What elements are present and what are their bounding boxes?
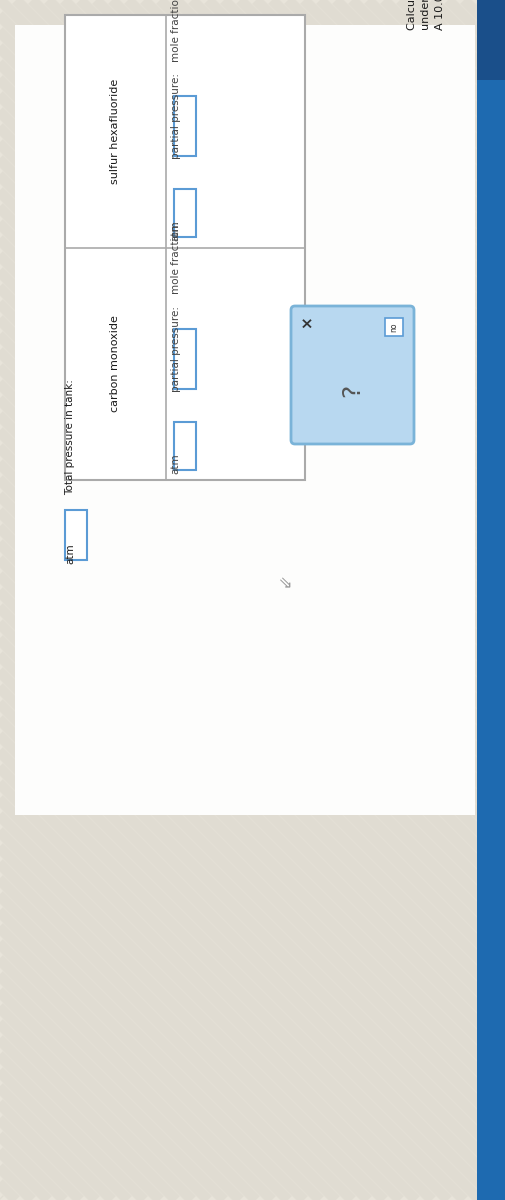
Text: atm: atm [171, 454, 181, 474]
Text: no: no [389, 323, 398, 331]
Text: Total pressure in tank:: Total pressure in tank: [65, 379, 75, 494]
Text: under these conditions.: under these conditions. [421, 0, 431, 30]
Bar [65, 510, 87, 560]
Text: carbon monoxide: carbon monoxide [111, 316, 120, 412]
Text: atm: atm [171, 221, 181, 241]
Bar [174, 329, 196, 389]
Bar [385, 318, 403, 336]
Bar [174, 190, 196, 238]
Bar [174, 422, 196, 470]
Text: A 10.0 L tank at 18.9 °C is filled with 13.1 g of sulfur hexafluoride gas and 6.: A 10.0 L tank at 18.9 °C is filled with … [435, 0, 445, 30]
Text: mole fraction:: mole fraction: [171, 221, 181, 294]
Text: ⇙: ⇙ [276, 574, 294, 587]
Bar [15, 25, 475, 815]
Text: ?: ? [340, 383, 365, 397]
Text: mole fraction:: mole fraction: [171, 0, 181, 61]
Text: sulfur hexafluoride: sulfur hexafluoride [111, 79, 120, 184]
FancyBboxPatch shape [291, 306, 414, 444]
Bar [65, 14, 305, 480]
Text: partial pressure:: partial pressure: [171, 73, 181, 160]
Text: atm: atm [65, 544, 75, 564]
Bar [477, 0, 505, 80]
Bar [174, 96, 196, 156]
Text: ×: × [299, 316, 315, 329]
Text: partial pressure:: partial pressure: [171, 306, 181, 391]
Text: Calculate the mole fraction and partial pressure of each gas, and the total pres: Calculate the mole fraction and partial … [407, 0, 417, 30]
Bar [477, 0, 505, 1200]
